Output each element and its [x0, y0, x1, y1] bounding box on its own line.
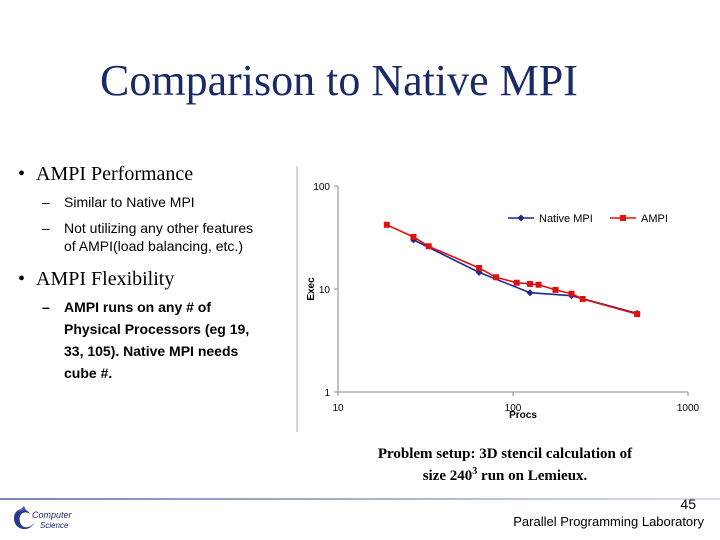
bullet-ampi-performance: • AMPI Performance: [18, 163, 193, 186]
page-number: 45: [680, 496, 696, 512]
legend-label: Native MPI: [539, 213, 593, 225]
x-tick-label: 1000: [677, 403, 700, 414]
bullet-label: AMPI Flexibility: [36, 268, 175, 290]
x-tick-label: 100: [505, 403, 522, 414]
sub-bullet-similar: – Similar to Native MPI: [42, 194, 195, 210]
x-tick-label: 10: [332, 403, 344, 414]
chart-panel: 10 100 1000 1 10 100 Procs Exec Native MPI AMPI: [296, 166, 704, 432]
data-point-ampi: [634, 311, 641, 318]
bullet-dot-icon: •: [18, 268, 26, 290]
dash-icon: –: [42, 220, 50, 236]
sub-bullet-not-utilizing-cont: of AMPI(load balancing, etc.): [64, 238, 243, 254]
y-axis-label: Exec: [306, 277, 317, 301]
logo-text-1: Computer: [32, 510, 73, 520]
data-point-ampi: [526, 280, 533, 287]
footer-divider: [0, 498, 720, 500]
data-point-ampi: [568, 290, 575, 297]
x-axis-label: Procs: [509, 410, 537, 421]
data-point-ampi: [476, 264, 483, 271]
y-tick-label: 10: [319, 285, 331, 296]
y-tick-label: 100: [313, 182, 330, 193]
legend-marker-ampi: [620, 215, 626, 221]
y-tick-label: 1: [324, 388, 330, 399]
sub-bullet-flex-4: cube #.: [64, 365, 113, 381]
series-line-ampi: [386, 224, 638, 315]
bullet-dot-icon: •: [18, 163, 26, 185]
bullet-label: AMPI Performance: [36, 163, 194, 185]
dash-icon: –: [42, 194, 50, 210]
sub-bullet-flex-2: Physical Processors (eg 19,: [64, 321, 250, 337]
chart-panel-edge: [296, 166, 298, 432]
dash-icon: –: [42, 299, 50, 315]
legend-label: AMPI: [641, 213, 668, 225]
sub-bullet-flex-1: – AMPI runs on any # of: [42, 299, 212, 315]
computer-science-logo: Computer Science: [14, 506, 73, 530]
data-point-ampi: [535, 281, 542, 288]
sub-bullet-flex-3: 33, 105). Native MPI needs: [64, 343, 239, 359]
data-point-ampi: [410, 233, 417, 240]
data-point-native-mpi: [526, 289, 534, 297]
logo-text-2: Science: [40, 521, 69, 530]
data-point-ampi: [579, 295, 586, 302]
legend-marker-native-mpi: [517, 214, 525, 222]
chart-caption: Problem setup: 3D stencil calculation of…: [350, 446, 660, 485]
caption-line-1: Problem setup: 3D stencil calculation of: [377, 446, 633, 462]
series-line-native-mpi: [413, 239, 638, 315]
data-point-ampi: [425, 243, 432, 250]
data-point-ampi: [383, 221, 390, 228]
data-point-ampi: [513, 279, 520, 286]
slide-title: Comparison to Native MPI: [100, 56, 578, 105]
caption-line-2: size 2403 run on Lemieux.: [422, 466, 588, 484]
data-point-ampi: [493, 274, 500, 281]
data-point-ampi: [552, 286, 559, 293]
sub-bullet-not-utilizing: – Not utilizing any other features: [42, 220, 254, 236]
lab-name: Parallel Programming Laboratory: [513, 514, 704, 529]
bullet-ampi-flexibility: • AMPI Flexibility: [18, 268, 174, 291]
